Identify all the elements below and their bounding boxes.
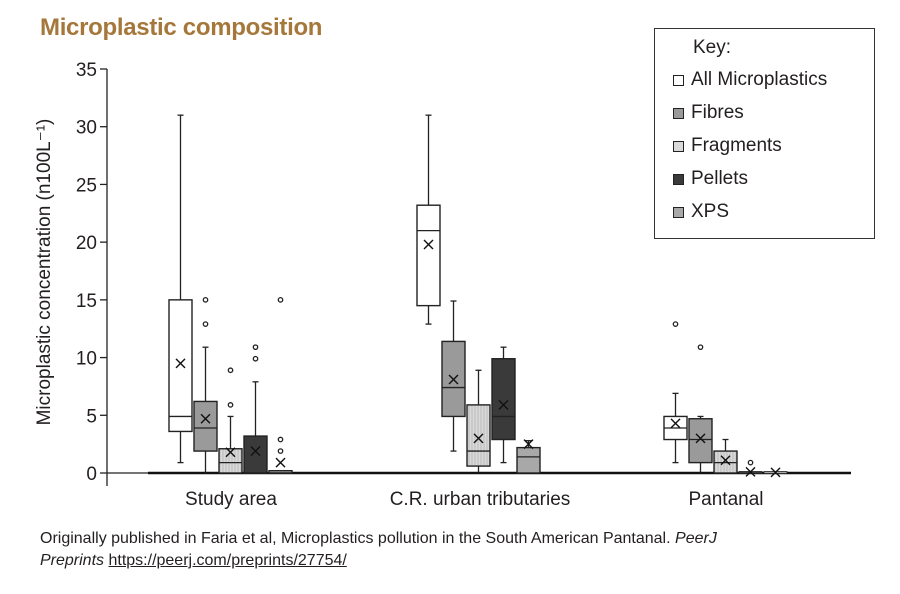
x-category-label: Study area: [185, 489, 277, 510]
legend-title: Key:: [693, 37, 732, 58]
box-xps: [516, 439, 541, 474]
legend-swatch-all: [673, 74, 684, 86]
legend: Key: All Microplastics Fibres Fragments …: [654, 28, 875, 239]
x-category-label: C.R. urban tributaries: [390, 489, 571, 510]
box-fibres: [688, 344, 713, 473]
outlier-point: [747, 459, 754, 466]
outlier-point: [252, 355, 259, 362]
box-iqr: [516, 446, 541, 474]
legend-label: Pellets: [691, 168, 749, 189]
box-iqr: [193, 400, 218, 452]
box-iqr: [416, 204, 441, 307]
legend-item-fragments: Fragments: [673, 134, 782, 158]
box-iqr: [466, 404, 491, 467]
box-fibres: [441, 300, 466, 452]
x-category-label: Pantanal: [688, 489, 763, 510]
y-tick-label: 5: [86, 406, 97, 427]
y-tick-label: 25: [76, 175, 97, 196]
mean-marker: [670, 418, 681, 429]
outlier-point: [277, 297, 284, 303]
mean-marker: [498, 399, 509, 410]
outlier-point: [227, 402, 234, 408]
outlier-point: [202, 321, 209, 327]
box-xps: [763, 467, 788, 478]
source-link[interactable]: https://peerj.com/preprints/27754/: [108, 552, 347, 569]
y-tick-label: 35: [76, 60, 97, 81]
mean-marker: [200, 413, 211, 424]
legend-swatch-fibres: [673, 107, 684, 119]
y-tick-label: 0: [86, 464, 97, 485]
legend-label: Fibres: [691, 102, 744, 123]
legend-label: XPS: [691, 201, 730, 222]
mean-marker: [175, 358, 186, 369]
box-pellets: [491, 346, 516, 464]
mean-marker: [423, 239, 434, 250]
mean-marker: [448, 374, 459, 385]
box-fragments: [713, 438, 738, 474]
legend-label: Fragments: [691, 135, 782, 156]
mean-marker: [770, 467, 781, 478]
mean-marker: [695, 433, 706, 444]
box-groups: [168, 114, 788, 478]
box-iqr: [688, 418, 713, 464]
caption: Originally published in Faria et al, Mic…: [40, 528, 880, 572]
legend-swatch-xps: [673, 206, 684, 218]
outlier-point: [277, 448, 284, 454]
legend-swatch-fragments: [673, 140, 684, 152]
mean-marker: [720, 455, 731, 466]
outlier-point: [277, 436, 284, 443]
caption-text: Originally published in Faria et al, Mic…: [40, 530, 671, 547]
box-pellets: [738, 459, 763, 477]
box-iqr: [491, 358, 516, 441]
caption-journal-2: Preprints: [40, 552, 105, 569]
legend-item-fibres: Fibres: [673, 101, 744, 125]
box-all: [416, 114, 441, 325]
caption-journal: PeerJ: [675, 530, 717, 547]
box-fragments: [218, 367, 243, 474]
outlier-point: [227, 367, 234, 374]
box-pellets: [243, 344, 268, 474]
y-tick-label: 15: [76, 291, 97, 312]
mean-marker: [523, 439, 534, 450]
y-tick-label: 10: [76, 349, 97, 370]
y-tick-label: 20: [76, 233, 97, 254]
box-fragments: [466, 369, 491, 473]
box-iqr: [243, 435, 268, 474]
mean-marker: [250, 446, 261, 457]
legend-label: All Microplastics: [691, 69, 828, 90]
mean-marker: [473, 433, 484, 444]
mean-marker: [225, 447, 236, 458]
y-axis-label: Microplastic concentration (n100L⁻¹): [34, 119, 55, 426]
mean-marker: [745, 466, 756, 477]
box-fibres: [193, 297, 218, 473]
box-iqr: [218, 448, 243, 474]
outlier-point: [252, 344, 259, 351]
legend-item-all: All Microplastics: [673, 68, 827, 92]
mean-marker: [275, 457, 286, 468]
legend-item-pellets: Pellets: [673, 167, 748, 191]
chart-title: Microplastic composition: [40, 14, 323, 41]
box-xps: [268, 297, 293, 474]
box-all: [663, 321, 688, 464]
outlier-point: [202, 297, 209, 303]
box-all: [168, 114, 193, 464]
outlier-point: [697, 344, 704, 351]
legend-item-xps: XPS: [673, 200, 729, 224]
legend-swatch-pellets: [673, 173, 684, 185]
y-tick-label: 30: [76, 118, 97, 139]
box-iqr: [168, 299, 193, 433]
outlier-point: [672, 321, 679, 327]
